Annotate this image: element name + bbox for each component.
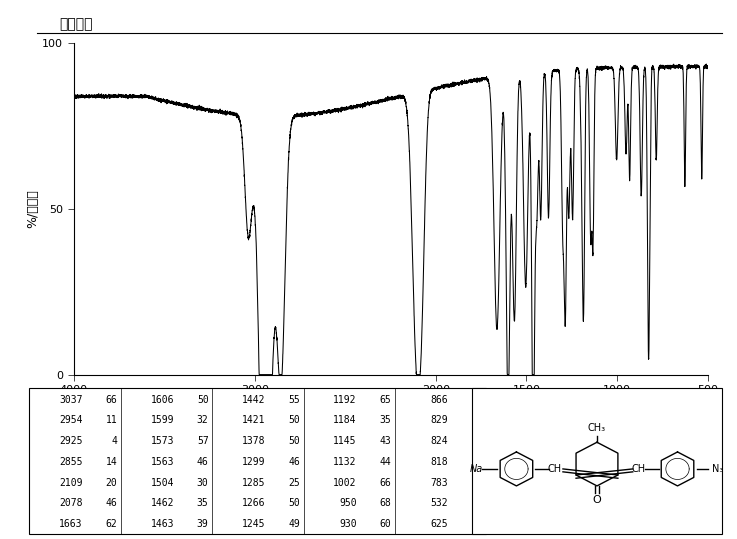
- X-axis label: 波数/cm⁻¹: 波数/cm⁻¹: [366, 400, 416, 413]
- Text: O: O: [593, 495, 601, 505]
- Text: 25: 25: [288, 478, 300, 488]
- Text: 1563: 1563: [150, 457, 174, 467]
- Text: CH₃: CH₃: [588, 423, 606, 433]
- Text: 1599: 1599: [150, 416, 174, 425]
- Text: 50: 50: [288, 416, 300, 425]
- Text: 2109: 2109: [59, 478, 83, 488]
- Text: 32: 32: [197, 416, 209, 425]
- Text: 625: 625: [430, 519, 448, 529]
- Text: 60: 60: [471, 499, 483, 508]
- Text: 1573: 1573: [150, 436, 174, 446]
- Text: 46: 46: [288, 457, 300, 467]
- Text: 11: 11: [105, 416, 117, 425]
- Text: 50: 50: [288, 436, 300, 446]
- Text: 1002: 1002: [333, 478, 357, 488]
- Text: CH: CH: [632, 464, 646, 474]
- Text: 42: 42: [471, 416, 483, 425]
- Text: 930: 930: [339, 519, 357, 529]
- Text: CH: CH: [548, 464, 562, 474]
- Text: 1606: 1606: [150, 395, 174, 404]
- Text: 46: 46: [105, 499, 117, 508]
- Text: 43: 43: [380, 436, 391, 446]
- Text: 1184: 1184: [333, 416, 357, 425]
- Text: 1663: 1663: [59, 519, 83, 529]
- Text: 2078: 2078: [59, 499, 83, 508]
- Text: 66: 66: [105, 395, 117, 404]
- Text: 1132: 1132: [333, 457, 357, 467]
- Text: 46: 46: [197, 457, 209, 467]
- Text: 14: 14: [105, 457, 117, 467]
- Y-axis label: %/透过率: %/透过率: [27, 190, 40, 228]
- Text: 62: 62: [471, 457, 483, 467]
- Text: 30: 30: [197, 478, 209, 488]
- Bar: [472, 388, 722, 534]
- Text: 55: 55: [288, 395, 300, 404]
- Text: 824: 824: [430, 436, 448, 446]
- Text: 532: 532: [430, 499, 448, 508]
- Text: 1145: 1145: [333, 436, 357, 446]
- Text: 65: 65: [380, 395, 391, 404]
- Text: 1462: 1462: [150, 499, 174, 508]
- Text: 3037: 3037: [59, 395, 83, 404]
- Text: 1442: 1442: [242, 395, 265, 404]
- Text: 4: 4: [111, 436, 117, 446]
- Text: 68: 68: [380, 499, 391, 508]
- Text: 50: 50: [197, 395, 209, 404]
- Text: 60: 60: [380, 519, 391, 529]
- Text: 35: 35: [380, 416, 391, 425]
- Text: 57: 57: [197, 436, 209, 446]
- Text: 35: 35: [197, 499, 209, 508]
- Text: 石蜡糊法: 石蜡糊法: [59, 17, 92, 31]
- Text: 49: 49: [471, 436, 483, 446]
- Text: 2925: 2925: [59, 436, 83, 446]
- Text: 62: 62: [105, 519, 117, 529]
- Text: 66: 66: [380, 478, 391, 488]
- Text: 1504: 1504: [150, 478, 174, 488]
- Text: 1421: 1421: [242, 416, 265, 425]
- Text: 1285: 1285: [242, 478, 265, 488]
- Text: 950: 950: [339, 499, 357, 508]
- Text: 1266: 1266: [242, 499, 265, 508]
- Text: 1378: 1378: [242, 436, 265, 446]
- Text: 49: 49: [288, 519, 300, 529]
- Text: 1192: 1192: [333, 395, 357, 404]
- Text: 866: 866: [430, 395, 448, 404]
- Text: 1463: 1463: [150, 519, 174, 529]
- Text: 20: 20: [105, 478, 117, 488]
- Text: 2855: 2855: [59, 457, 83, 467]
- Text: 55: 55: [471, 395, 483, 404]
- Text: 2954: 2954: [59, 416, 83, 425]
- Text: 829: 829: [430, 416, 448, 425]
- Text: 1299: 1299: [242, 457, 265, 467]
- Text: 50: 50: [288, 499, 300, 508]
- Text: N₃: N₃: [712, 464, 724, 474]
- Text: 818: 818: [430, 457, 448, 467]
- Text: 66: 66: [471, 478, 483, 488]
- Text: Na: Na: [469, 464, 483, 474]
- Text: 44: 44: [380, 457, 391, 467]
- Text: 39: 39: [197, 519, 209, 529]
- Text: 1245: 1245: [242, 519, 265, 529]
- Text: 58: 58: [471, 519, 483, 529]
- Text: 783: 783: [430, 478, 448, 488]
